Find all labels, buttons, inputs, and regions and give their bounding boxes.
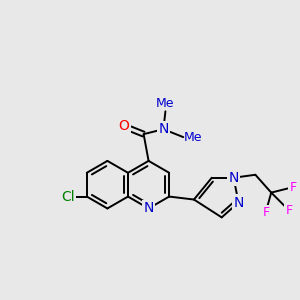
Text: F: F bbox=[286, 204, 292, 217]
Text: N: N bbox=[233, 196, 244, 209]
Text: Me: Me bbox=[156, 98, 175, 110]
Text: N: N bbox=[228, 171, 239, 185]
Text: F: F bbox=[290, 181, 297, 194]
Text: F: F bbox=[263, 206, 270, 219]
Text: Me: Me bbox=[184, 130, 203, 144]
Text: Cl: Cl bbox=[61, 190, 75, 204]
Text: O: O bbox=[118, 119, 129, 133]
Text: N: N bbox=[143, 202, 154, 215]
Text: N: N bbox=[158, 122, 169, 136]
